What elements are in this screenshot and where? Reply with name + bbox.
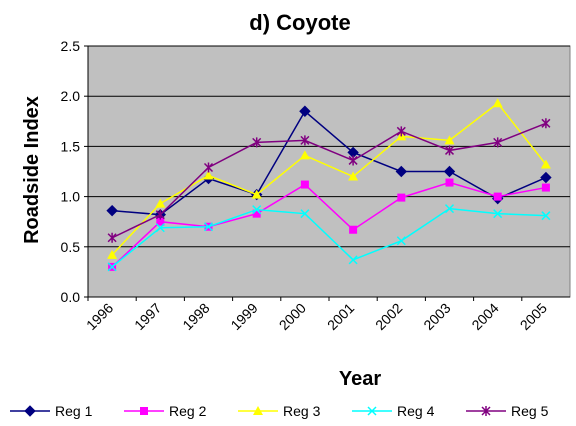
marker xyxy=(106,204,118,217)
x-tick-label: 2005 xyxy=(517,300,550,333)
marker xyxy=(445,178,454,187)
marker xyxy=(444,135,455,145)
legend-marker xyxy=(481,406,491,416)
x-tick-label: 2003 xyxy=(420,300,453,333)
legend-label: Reg 2 xyxy=(169,403,207,419)
marker xyxy=(155,209,165,220)
x-tick-label: 1996 xyxy=(83,300,116,333)
marker xyxy=(540,159,551,169)
legend-label: Reg 3 xyxy=(283,403,321,419)
marker xyxy=(300,180,309,189)
marker xyxy=(300,209,310,219)
marker xyxy=(492,98,503,108)
series-line xyxy=(111,207,546,268)
x-tick-label: 1999 xyxy=(227,300,260,333)
marker xyxy=(349,225,358,234)
marker xyxy=(395,165,408,178)
plot-area xyxy=(87,45,571,298)
legend-label: Reg 5 xyxy=(511,403,549,419)
marker xyxy=(107,249,118,259)
series-line xyxy=(111,181,547,268)
marker xyxy=(493,209,503,219)
y-tick-label: 1.5 xyxy=(61,138,81,154)
legend-label: Reg 1 xyxy=(55,403,93,419)
marker xyxy=(252,209,261,218)
marker xyxy=(203,222,214,232)
series-line xyxy=(111,122,547,239)
legend-marker xyxy=(253,406,263,415)
x-tick-label: 1997 xyxy=(131,300,164,333)
series-line xyxy=(111,102,547,256)
marker xyxy=(540,171,552,184)
marker xyxy=(348,255,358,265)
marker xyxy=(444,204,455,214)
y-tick-label: 2.5 xyxy=(61,38,81,54)
y-tick-label: 1.0 xyxy=(61,189,81,205)
legend-marker xyxy=(367,406,377,416)
marker xyxy=(299,105,311,117)
marker xyxy=(493,137,503,148)
x-tick-label: 1998 xyxy=(179,300,212,333)
marker xyxy=(299,150,310,160)
marker xyxy=(251,189,262,199)
marker xyxy=(203,170,214,180)
marker xyxy=(300,135,310,146)
marker xyxy=(541,118,551,129)
x-tick-label: 2004 xyxy=(468,300,501,333)
marker xyxy=(541,183,550,192)
marker xyxy=(541,211,551,221)
legend-marker xyxy=(140,407,148,415)
marker xyxy=(396,126,406,137)
marker xyxy=(252,205,262,215)
marker xyxy=(396,236,406,246)
marker xyxy=(493,192,502,201)
marker xyxy=(156,217,165,226)
marker xyxy=(348,155,358,166)
y-tick-label: 0.0 xyxy=(61,289,81,305)
y-tick-label: 0.5 xyxy=(61,239,81,255)
x-axis-label: Year xyxy=(339,368,381,390)
marker xyxy=(444,145,455,156)
y-tick-label: 2.0 xyxy=(61,88,81,104)
marker xyxy=(107,262,117,272)
marker xyxy=(443,165,456,178)
series-line xyxy=(112,110,547,216)
legend-marker xyxy=(24,405,36,417)
marker xyxy=(155,223,165,233)
marker xyxy=(348,171,359,181)
marker xyxy=(107,232,117,243)
x-tick-label: 2000 xyxy=(276,300,309,333)
marker xyxy=(155,198,166,208)
marker xyxy=(252,137,262,148)
x-tick-label: 2002 xyxy=(372,300,405,333)
y-axis-label: Roadside Index xyxy=(21,96,43,244)
chart-title: d) Coyote xyxy=(249,10,350,35)
marker xyxy=(203,162,214,173)
x-tick-label: 2001 xyxy=(324,300,357,333)
legend-label: Reg 4 xyxy=(397,403,435,419)
marker xyxy=(397,193,406,202)
